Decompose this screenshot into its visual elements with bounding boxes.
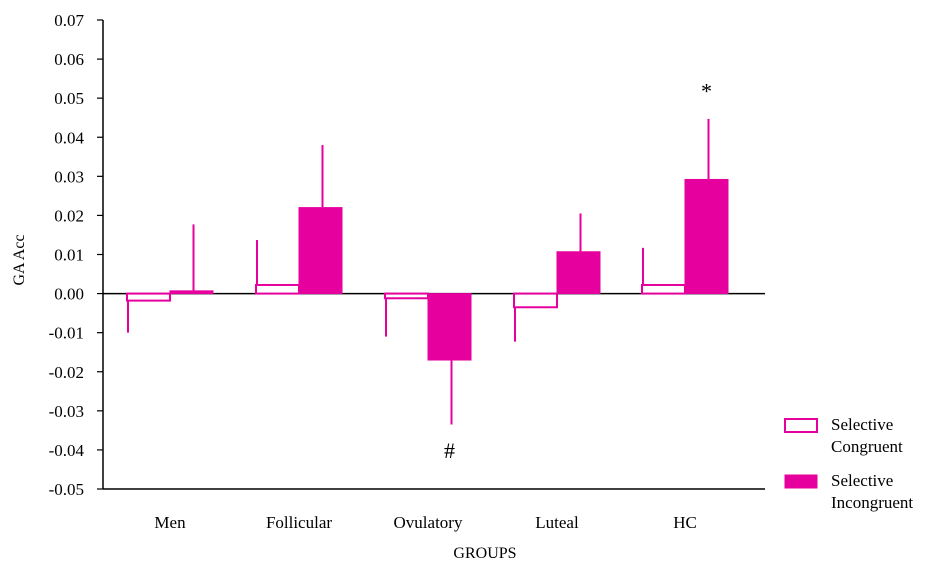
y-tick-label: 0.05 [54,89,84,108]
bar [298,207,343,295]
error-bars [127,118,710,425]
x-tick-label: Luteal [535,513,579,532]
y-tick-label: 0.07 [54,11,84,30]
legend: Selective Congruent Selective Incongruent [784,415,913,512]
y-tick-label: 0.02 [54,206,84,225]
x-tick-label: Follicular [266,513,332,532]
x-tick-label: HC [673,513,697,532]
y-axis-title: GA Acc [11,234,28,285]
legend-label: Selective Congruent [831,415,903,456]
annotations: *# [444,78,712,463]
significance-annotation: # [444,438,455,463]
y-tick-label: -0.04 [49,441,85,460]
x-tick-labels: Men Follicular Ovulatory Luteal HC [154,513,696,532]
y-tick-label: 0.04 [54,128,84,147]
y-tick-label: -0.02 [49,363,84,382]
y-tick-label: -0.01 [49,324,84,343]
bar [126,292,171,302]
y-tick-label: -0.03 [49,402,84,421]
y-tick-label: 0.06 [54,50,84,69]
bar [427,293,472,361]
x-axis-title: GROUPS [453,545,516,562]
legend-swatch [784,474,818,489]
bar [255,283,300,295]
y-tick-label: 0.03 [54,167,84,186]
y-tick-label: 0.00 [54,285,84,304]
y-ticks: 0.07 0.06 0.05 0.04 0.03 0.02 0.01 0.00 -0.01 -0.… [49,11,103,499]
bar [556,251,601,295]
significance-annotation: * [701,78,712,103]
y-tick-label: -0.05 [49,480,84,499]
legend-label: Selective Incongruent [831,471,913,512]
x-tick-label: Men [154,513,186,532]
x-tick-label: Ovulatory [394,513,463,532]
y-tick-label: 0.01 [54,246,84,265]
bar [684,178,729,295]
bar [169,290,214,295]
bars [126,178,729,361]
bar [384,292,429,300]
axes [102,20,765,490]
legend-swatch [784,418,818,433]
bar [513,292,558,309]
bar [641,283,686,295]
